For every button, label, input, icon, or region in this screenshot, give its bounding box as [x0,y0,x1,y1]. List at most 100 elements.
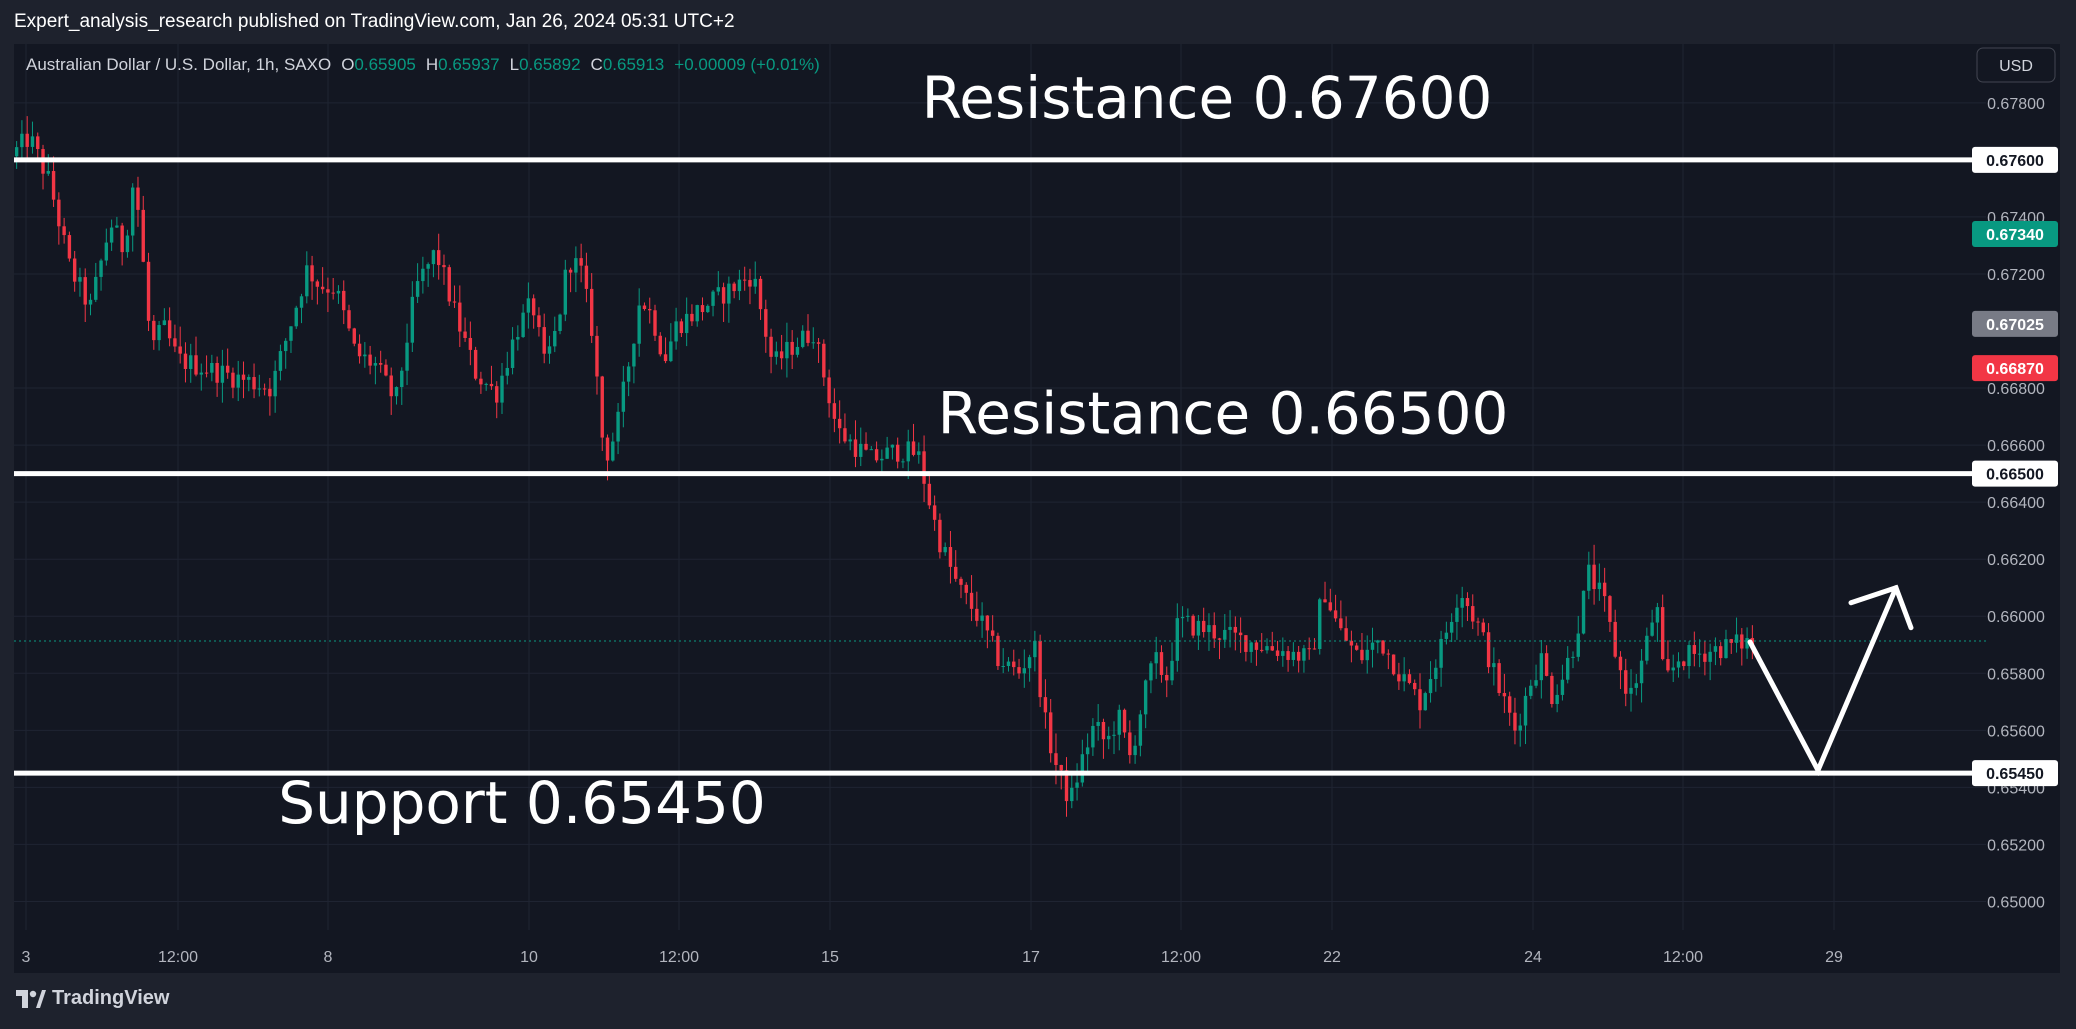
candle [215,356,219,397]
candle-body [210,362,214,373]
legend-h-label: H [426,55,438,74]
candle [1513,697,1517,745]
candle-body [1581,590,1586,634]
candle [495,381,499,419]
candle-body [600,376,604,438]
candle [1249,641,1253,663]
candle [1418,673,1422,729]
x-tick-label: 3 [22,949,31,966]
candle-body [410,296,415,343]
candle [1655,602,1660,642]
candle [57,192,61,245]
candle-body [1006,661,1011,667]
candle [363,342,367,368]
candle-body [1602,582,1607,597]
candle [1101,718,1106,759]
candle [1233,616,1238,651]
candle-body [1307,648,1311,650]
candle-body [78,277,82,282]
candle-body [94,276,98,300]
candle [447,264,451,306]
candle [1038,634,1042,708]
candle-body [1418,689,1422,711]
candle [874,441,879,463]
candle [1708,643,1712,681]
candle [1001,648,1005,674]
candle [104,228,109,266]
candle-body [1033,640,1037,658]
price-badge: 0.65450 [1972,760,2058,787]
candle-body [890,444,895,448]
candle [20,120,24,161]
candle-body [389,375,393,397]
legend-symbol: Australian Dollar / U.S. Dollar, 1h, SAX… [26,55,331,74]
candle-body [1175,618,1180,661]
candle [1587,551,1591,600]
candle-body [932,505,937,520]
candle-body [1460,598,1464,608]
candle-body [194,355,198,375]
candle-body [1149,663,1153,681]
candle [721,282,726,322]
candle-body [99,260,103,277]
candle [1096,704,1100,741]
candle [864,432,868,451]
candle-body [990,630,995,636]
candle [1449,613,1454,643]
candle-body [1038,640,1042,698]
candle-body [690,313,694,322]
candle-body [1566,657,1570,680]
candle-body [1624,670,1628,694]
candle-body [1017,667,1021,674]
candle [742,266,747,291]
candle-body [1676,661,1681,668]
candle [748,268,752,305]
price-badge: 0.67025 [1972,310,2058,337]
candle [173,324,177,353]
candle [510,327,515,375]
candle-body [1407,674,1412,683]
price-badge-label: 0.67025 [1986,317,2044,334]
candle-body [1434,667,1438,680]
candle-body [1376,640,1380,643]
candle [996,632,1000,670]
candle-body [663,354,668,362]
candle-body [795,346,800,355]
candle [1302,644,1306,673]
candle-body [1397,674,1401,682]
price-badge: 0.66870 [1972,355,2058,382]
candle [389,367,393,415]
candle-body [1349,640,1354,646]
candle [1608,595,1612,632]
candle-body [1682,661,1686,667]
candle-body [648,308,652,311]
candle [342,280,346,325]
candles-layer [14,116,1755,817]
candle-body [1365,649,1369,661]
candle [1075,763,1079,801]
candle-body [927,483,932,506]
candle [706,304,710,313]
candle-body [225,365,230,373]
candle [774,341,779,365]
candle [600,375,604,451]
candle-body [1286,651,1290,660]
candle-body [1639,660,1644,684]
y-tick-label: 0.65000 [1987,894,2045,911]
candle [547,335,552,364]
candle [1323,581,1327,603]
candle [257,374,262,397]
candle-body [1507,696,1512,713]
candle-body [1740,634,1744,649]
candle-body [1724,639,1728,659]
currency-button[interactable]: USD [1976,47,2056,83]
candle-body [1655,607,1660,623]
candle-body [57,199,61,227]
y-tick-label: 0.66000 [1987,609,2045,626]
candle [1043,679,1048,729]
candle [1159,645,1164,683]
projection-arrow-head [1848,584,1914,631]
tradingview-logo[interactable]: TradingView [16,987,169,1010]
candle-body [563,269,568,315]
